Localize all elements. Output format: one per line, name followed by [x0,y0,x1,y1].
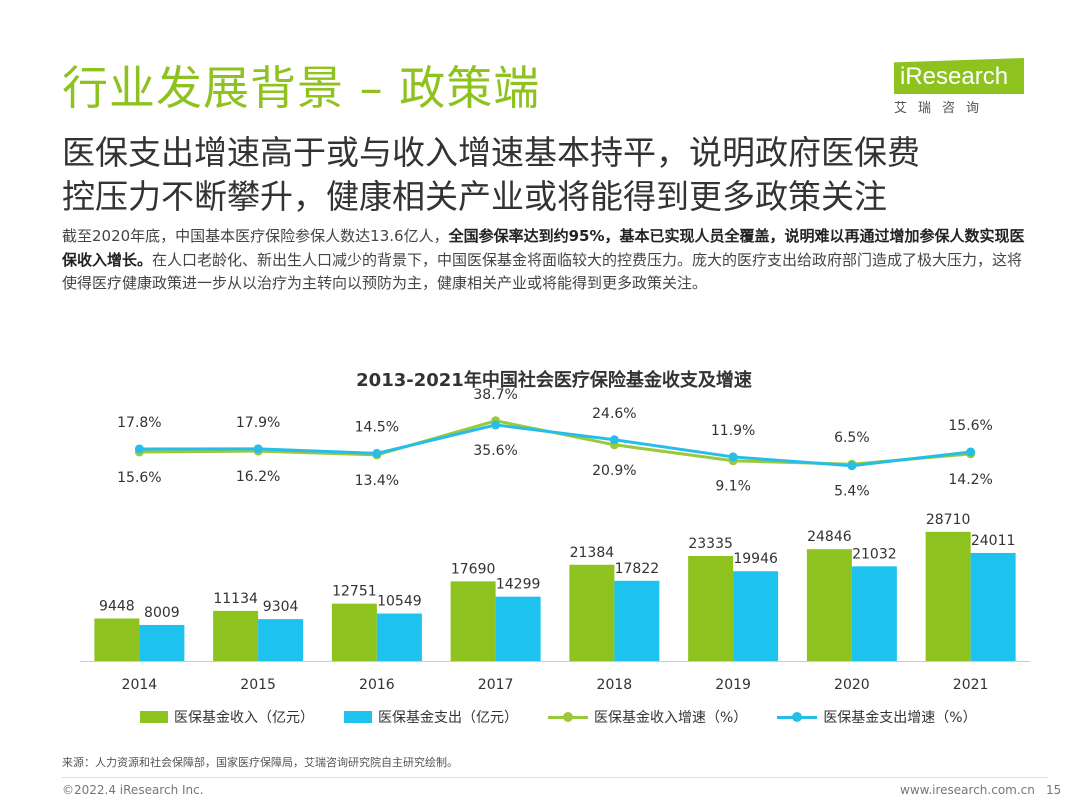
expense-growth-label: 24.6% [592,406,636,422]
income-bar [94,618,140,661]
income-bar [806,549,852,661]
expense-growth-point [372,448,382,458]
expense-bar-label: 10549 [377,594,422,610]
legend-item-income: 医保基金收入（亿元） [140,707,314,727]
income-bar [688,555,734,661]
copyright: ©2022.4 iResearch Inc. [62,783,204,797]
income-bar-label: 9448 [99,598,135,614]
expense-growth-label: 5.4% [834,484,870,500]
x-tick-label: 2021 [953,677,989,693]
income-growth-label: 14.2% [948,472,992,488]
fund-chart: 2013-2021年中国社会医疗保险基金收支及增速 9448 8009 2014 111… [80,369,1030,693]
expense-bar-label: 8009 [144,605,180,621]
income-bar [925,531,971,661]
x-tick-label: 2017 [478,677,514,693]
income-bar [450,581,496,661]
income-bar [213,610,259,661]
expense-growth-point [966,447,976,457]
income-growth-label: 13.4% [355,473,399,489]
expense-growth-label: 17.8% [117,415,161,431]
income-bar-label: 21384 [570,545,615,561]
income-growth-label: 15.6% [117,470,161,486]
headline-line-2: 控压力不断攀升，健康相关产业或将能得到更多政策关注 [62,177,887,216]
expense-bar [376,613,422,661]
footer-divider [62,777,1048,778]
page-title: 行业发展背景 – 政策端 [62,61,541,115]
legend-swatch-income-growth [548,711,588,723]
income-growth-label: 20.9% [592,463,636,479]
income-bar-label: 28710 [926,512,971,528]
expense-bar [851,566,897,661]
logo-text: iResearch [900,63,1009,90]
chart-title: 2013-2021年中国社会医疗保险基金收支及增速 [356,369,752,391]
expense-growth-point [134,444,144,454]
expense-bar [970,552,1016,661]
expense-growth-label: 14.5% [355,419,399,435]
paragraph-bold: 全国参保率达到约95%，基本已实现人员全覆盖，说明难以再通过增加参保人数实现医保… [62,227,1025,269]
income-growth-label: 16.2% [236,469,280,485]
income-bar-label: 11134 [213,591,258,607]
expense-growth-line [139,423,971,468]
income-bar-label: 24846 [807,529,852,545]
expense-bar [258,619,304,661]
x-tick-label: 2016 [359,677,395,693]
income-growth-label: 38.7% [473,387,517,403]
income-growth-label: 6.5% [834,430,870,446]
iresearch-logo: iResearch 艾瑞咨询 [894,58,1024,122]
headline-line-1: 医保支出增速高于或与收入增速基本持平，说明政府医保费 [62,133,920,172]
legend-item-income-growth: 医保基金收入增速（%） [548,707,747,727]
expense-bar [495,596,541,661]
expense-bar-label: 17822 [615,561,660,577]
legend-label-expense-growth: 医保基金支出增速（%） [823,710,977,726]
expense-bar [139,624,185,661]
expense-bar-label: 14299 [496,577,541,593]
expense-growth-point [609,435,619,445]
expense-growth-label: 11.9% [711,423,755,439]
expense-bar-label: 21032 [852,546,897,562]
income-growth-label: 9.1% [715,479,751,495]
income-bar-label: 12751 [332,584,377,600]
source-note: 来源：人力资源和社会保障部，国家医疗保障局，艾瑞咨询研究院自主研究绘制。 [62,756,458,769]
expense-bar-label: 19946 [733,551,778,567]
logo-badge [894,58,1024,94]
headline: 医保支出增速高于或与收入增速基本持平，说明政府医保费 控压力不断攀升，健康相关产… [62,131,1022,219]
paragraph-part-3: 在人口老龄化、新出生人口减少的背景下，中国医保基金将面临较大的控费压力。庞大的医… [62,250,1023,293]
expense-growth-label: 17.9% [236,415,280,431]
expense-growth-point [253,444,263,454]
expense-growth-point [491,420,501,430]
income-bar-label: 17690 [451,561,496,577]
legend-swatch-income [140,711,168,723]
expense-bar [614,580,660,661]
x-tick-label: 2015 [240,677,276,693]
x-tick-label: 2020 [834,677,870,693]
legend-swatch-expense [344,711,372,723]
summary-paragraph: 截至2020年底，中国基本医疗保险参保人数达13.6亿人，全国参保率达到约95%… [62,225,1028,296]
income-bar [331,603,377,661]
page-number: 15 [1046,783,1062,797]
expense-bar [733,571,779,661]
x-tick-label: 2019 [715,677,751,693]
x-tick-label: 2014 [122,677,158,693]
paragraph-part-1: 截至2020年底，中国基本医疗保险参保人数达13.6亿人， [62,227,449,245]
expense-bar-label: 24011 [971,533,1016,549]
expense-growth-label: 15.6% [948,418,992,434]
website: www.iresearch.com.cn [900,783,1035,797]
expense-bar-label: 9304 [263,599,299,615]
income-bar [569,564,615,661]
legend-label-income: 医保基金收入（亿元） [174,710,314,726]
legend-label-income-growth: 医保基金收入增速（%） [594,710,748,726]
x-tick-label: 2018 [597,677,633,693]
chart-legend: 医保基金收入（亿元） 医保基金支出（亿元） 医保基金收入增速（%） 医保基金支出… [140,706,1007,728]
income-bar-label: 23335 [688,536,733,552]
legend-item-expense: 医保基金支出（亿元） [344,707,518,727]
expense-growth-point [728,452,738,462]
legend-item-expense-growth: 医保基金支出增速（%） [777,707,977,727]
legend-swatch-expense-growth [777,711,818,723]
logo-subtitle: 艾瑞咨询 [894,101,991,116]
expense-growth-point [847,461,857,471]
legend-label-expense: 医保基金支出（亿元） [378,710,518,726]
expense-growth-label: 35.6% [473,443,517,459]
